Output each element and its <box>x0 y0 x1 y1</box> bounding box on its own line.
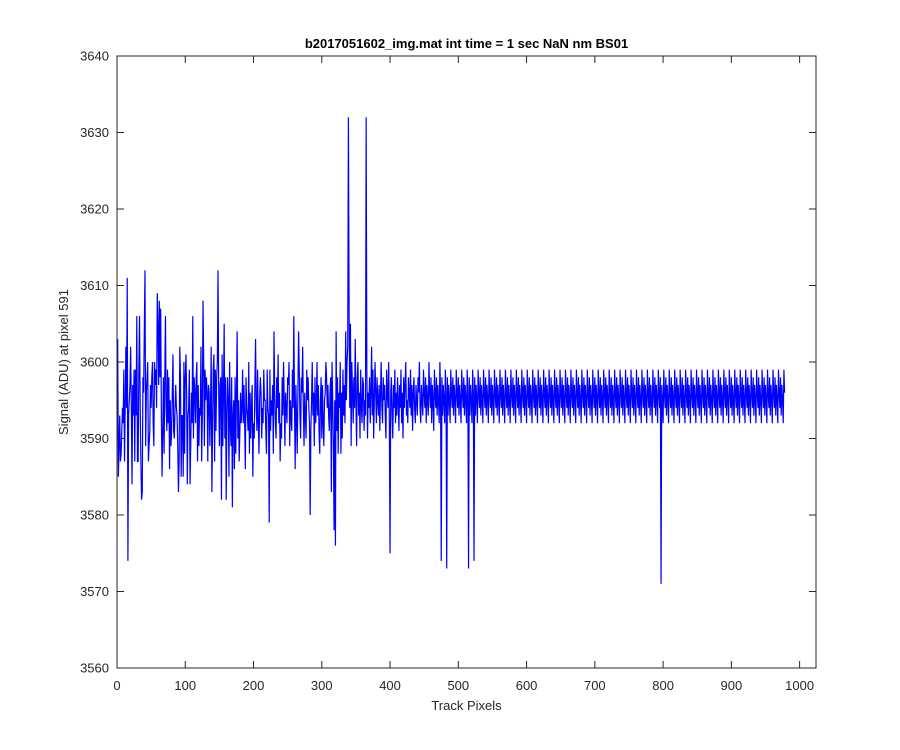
y-tick-label: 3580 <box>80 508 109 523</box>
y-tick-label: 3630 <box>80 125 109 140</box>
x-tick-label: 700 <box>584 678 606 693</box>
x-tick-label: 100 <box>174 678 196 693</box>
plot-area-background <box>117 56 816 668</box>
y-axis-title: Signal (ADU) at pixel 591 <box>56 289 71 435</box>
y-tick-label: 3560 <box>80 661 109 676</box>
x-tick-label: 200 <box>243 678 265 693</box>
y-tick-label: 3620 <box>80 202 109 217</box>
signal-series-line <box>117 117 786 584</box>
x-tick-label: 600 <box>516 678 538 693</box>
x-tick-label: 500 <box>447 678 469 693</box>
series-group <box>117 117 786 584</box>
x-tick-label: 900 <box>721 678 743 693</box>
plot-area-frame <box>116 55 817 669</box>
y-tick-label: 3610 <box>80 278 109 293</box>
y-tick-label: 3600 <box>80 355 109 370</box>
x-tick-label: 0 <box>113 678 120 693</box>
x-tick-label: 400 <box>379 678 401 693</box>
x-tick-label: 300 <box>311 678 333 693</box>
tick-group: 0 100 200 300 400 500 600 700 800 900 1000 3560 3570… <box>80 49 816 693</box>
x-tick-label: 800 <box>652 678 674 693</box>
y-tick-label: 3570 <box>80 584 109 599</box>
chart-title: b2017051602_img.mat int time = 1 sec NaN… <box>305 36 628 51</box>
y-tick-label: 3640 <box>80 49 109 64</box>
y-tick-label: 3590 <box>80 431 109 446</box>
x-axis-title: Track Pixels <box>431 698 502 713</box>
x-tick-label: 1000 <box>785 678 814 693</box>
